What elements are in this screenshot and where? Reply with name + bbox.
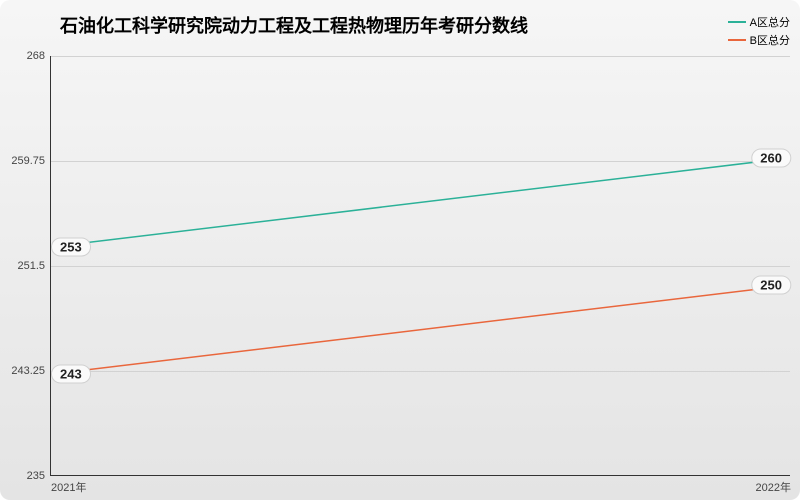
y-tick-label: 235: [27, 470, 51, 482]
y-tick-label: 268: [27, 50, 51, 62]
x-tick-label: 2021年: [51, 475, 86, 495]
x-tick-label: 2022年: [756, 475, 791, 495]
point-label: 260: [751, 148, 791, 167]
legend-item-a: A区总分: [728, 14, 790, 30]
y-tick-label: 243.25: [11, 365, 51, 377]
legend-line-a: [728, 21, 746, 23]
series-lines: [51, 56, 791, 476]
y-tick-label: 259.75: [11, 155, 51, 167]
chart-title: 石油化工科学研究院动力工程及工程热物理历年考研分数线: [60, 12, 528, 38]
chart-canvas: 石油化工科学研究院动力工程及工程热物理历年考研分数线 A区总分 B区总分 235…: [0, 0, 800, 500]
legend-label-a: A区总分: [750, 14, 790, 30]
legend-line-b: [728, 39, 746, 41]
point-label: 250: [751, 276, 791, 295]
legend-item-b: B区总分: [728, 32, 790, 48]
legend: A区总分 B区总分: [728, 14, 790, 50]
y-tick-label: 251.5: [17, 260, 51, 272]
plot-area: 235243.25251.5259.752682021年2022年2532602…: [50, 56, 790, 476]
point-label: 243: [51, 365, 91, 384]
point-label: 253: [51, 237, 91, 256]
legend-label-b: B区总分: [750, 32, 790, 48]
